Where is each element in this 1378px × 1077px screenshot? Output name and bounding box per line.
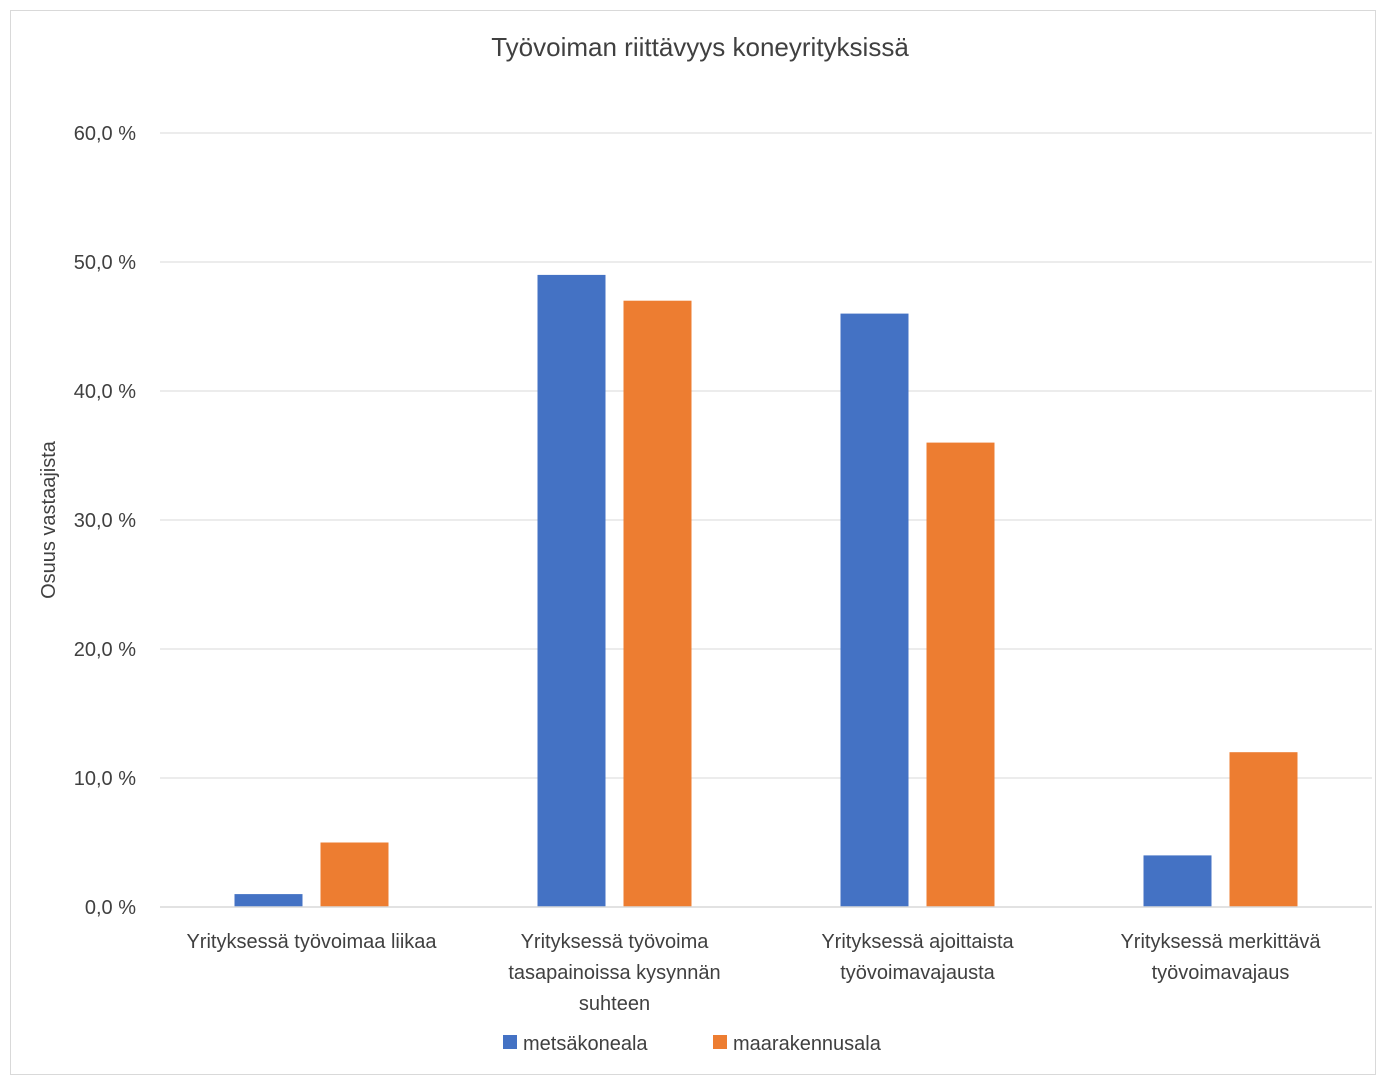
gridlines xyxy=(160,132,1372,779)
bar-metsäkoneala-0 xyxy=(234,894,303,907)
y-axis-title: Osuus vastaajista xyxy=(38,440,60,599)
legend-label: maarakennusala xyxy=(733,1033,882,1055)
y-tick-label: 30,0 % xyxy=(74,510,136,532)
category-label-line: Yrityksessä merkittävä xyxy=(1120,931,1321,953)
bars xyxy=(234,274,1298,908)
category-label-line: Yrityksessä työvoima xyxy=(521,931,710,953)
category-label-line: Yrityksessä työvoimaa liikaa xyxy=(186,931,437,953)
y-tick-label: 0,0 % xyxy=(85,897,136,919)
legend-item-1: maarakennusala xyxy=(713,1033,882,1055)
category-label-1: Yrityksessä työvoima tasapainoissa kysynn… xyxy=(508,931,720,1015)
chart-title: Työvoiman riittävyys koneyrityksissä xyxy=(491,32,909,62)
legend: metsäkoneala maarakennusala xyxy=(503,1033,882,1055)
category-label-line: tasapainoissa kysynnän xyxy=(508,962,720,984)
y-tick-label: 60,0 % xyxy=(74,123,136,145)
category-label-3: Yrityksessä merkittävä työvoimavajaus xyxy=(1120,931,1321,984)
category-label-line: työvoimavajaus xyxy=(1152,962,1290,984)
category-label-0: Yrityksessä työvoimaa liikaa xyxy=(186,931,437,953)
y-tick-label: 20,0 % xyxy=(74,639,136,661)
legend-swatch xyxy=(713,1035,727,1049)
legend-item-0: metsäkoneala xyxy=(503,1033,648,1055)
y-tick-label: 10,0 % xyxy=(74,768,136,790)
legend-label: metsäkoneala xyxy=(523,1033,648,1055)
bar-metsäkoneala-3 xyxy=(1143,855,1212,907)
y-tick-label: 50,0 % xyxy=(74,252,136,274)
bar-maarakennusala-2 xyxy=(926,442,995,907)
legend-swatch xyxy=(503,1035,517,1049)
bar-maarakennusala-3 xyxy=(1229,752,1298,907)
bar-maarakennusala-1 xyxy=(623,300,692,907)
bar-maarakennusala-0 xyxy=(320,842,389,907)
bar-metsäkoneala-2 xyxy=(840,313,909,908)
category-label-line: työvoimavajausta xyxy=(840,962,995,984)
y-axis-ticks: 0,0 % 10,0 % 20,0 % 30,0 % 40,0 % 50,0 % 60,0 … xyxy=(74,123,136,919)
y-tick-label: 40,0 % xyxy=(74,381,136,403)
category-label-line: suhteen xyxy=(579,993,650,1015)
bar-metsäkoneala-1 xyxy=(537,274,606,907)
category-label-line: Yrityksessä ajoittaista xyxy=(821,931,1014,953)
category-label-2: Yrityksessä ajoittaista työvoimavajausta xyxy=(821,931,1014,984)
category-labels: Yrityksessä työvoimaa liikaa Yrityksessä … xyxy=(186,931,1321,1015)
